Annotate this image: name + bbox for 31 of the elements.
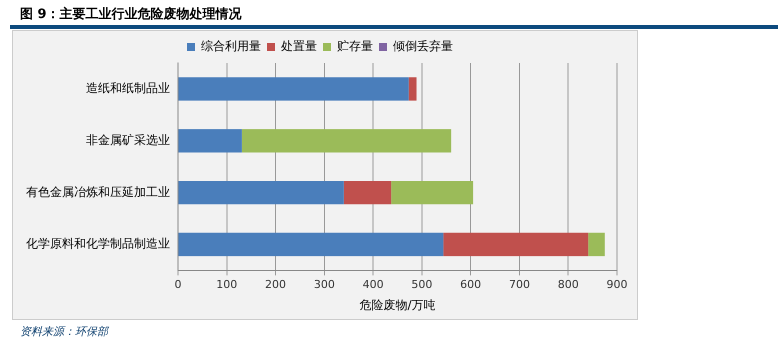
y-tick-label: 化学原料和化学制品制造业 — [26, 236, 170, 251]
y-tick-label: 造纸和纸制品业 — [86, 81, 170, 96]
text: 资料来源：环保部 — [20, 324, 108, 339]
bar — [408, 77, 417, 101]
legend-label: 综合利用量 — [201, 39, 261, 54]
x-axis-title: 危险废物/万吨 — [359, 298, 436, 312]
bar — [588, 232, 605, 256]
y-tick-label: 非金属矿采选业 — [86, 132, 170, 147]
bar — [178, 77, 409, 101]
x-tick-label: 300 — [314, 278, 335, 291]
legend-label: 贮存量 — [337, 39, 373, 54]
y-tick-label: 有色金属冶炼和压延加工业 — [26, 184, 170, 199]
chart-title: 图 9：主要工业行业危险废物处理情况 — [20, 6, 242, 23]
x-tick-label: 600 — [460, 278, 482, 291]
bar — [178, 232, 444, 256]
x-tick-label: 100 — [216, 278, 238, 291]
x-tick-label: 0 — [174, 278, 182, 291]
bar — [178, 129, 242, 152]
x-tick-label: 400 — [362, 278, 384, 291]
x-tick-label: 800 — [558, 278, 579, 291]
bar — [391, 180, 474, 204]
bar — [178, 180, 344, 204]
x-tick-label: 900 — [606, 278, 628, 291]
x-tick-label: 700 — [508, 278, 530, 291]
legend-label: 处置量 — [281, 39, 317, 54]
legend-label: 倾倒丢弃量 — [393, 39, 453, 54]
bar — [344, 180, 392, 204]
x-tick-label: 500 — [411, 278, 432, 291]
x-tick-label: 200 — [265, 278, 286, 291]
bar — [443, 232, 588, 256]
bar — [242, 129, 452, 152]
